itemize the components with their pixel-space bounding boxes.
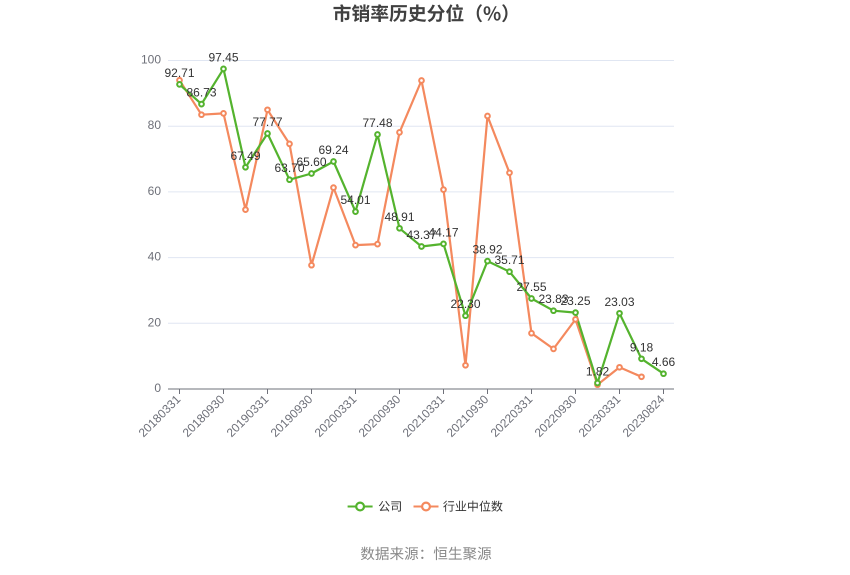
svg-text:48.91: 48.91	[384, 210, 414, 224]
svg-text:69.24: 69.24	[318, 143, 348, 157]
svg-text:77.77: 77.77	[252, 115, 282, 129]
svg-text:60: 60	[148, 184, 162, 198]
svg-text:65.60: 65.60	[296, 155, 326, 169]
svg-text:63.70: 63.70	[274, 161, 304, 175]
svg-text:0: 0	[154, 381, 161, 395]
svg-text:44.17: 44.17	[428, 225, 458, 239]
svg-text:86.73: 86.73	[186, 86, 216, 100]
svg-text:67.49: 67.49	[230, 149, 260, 163]
svg-text:92.71: 92.71	[164, 66, 194, 80]
svg-text:9.18: 9.18	[630, 340, 654, 354]
svg-text:54.01: 54.01	[340, 193, 370, 207]
svg-text:27.55: 27.55	[516, 280, 546, 294]
svg-text:20: 20	[148, 315, 162, 329]
svg-text:23.83: 23.83	[538, 292, 568, 306]
svg-text:97.45: 97.45	[208, 50, 238, 64]
svg-text:77.48: 77.48	[362, 116, 392, 130]
svg-text:80: 80	[148, 118, 162, 132]
svg-text:43.37: 43.37	[406, 228, 436, 242]
svg-text:23.25: 23.25	[560, 294, 590, 308]
svg-text:40: 40	[148, 250, 162, 264]
svg-text:23.03: 23.03	[604, 295, 634, 309]
svg-text:35.71: 35.71	[494, 253, 524, 267]
svg-text:1.82: 1.82	[586, 365, 610, 379]
svg-text:22.30: 22.30	[450, 297, 480, 311]
svg-text:100: 100	[141, 53, 161, 67]
svg-text:4.66: 4.66	[652, 355, 676, 369]
svg-text:38.92: 38.92	[472, 243, 502, 257]
